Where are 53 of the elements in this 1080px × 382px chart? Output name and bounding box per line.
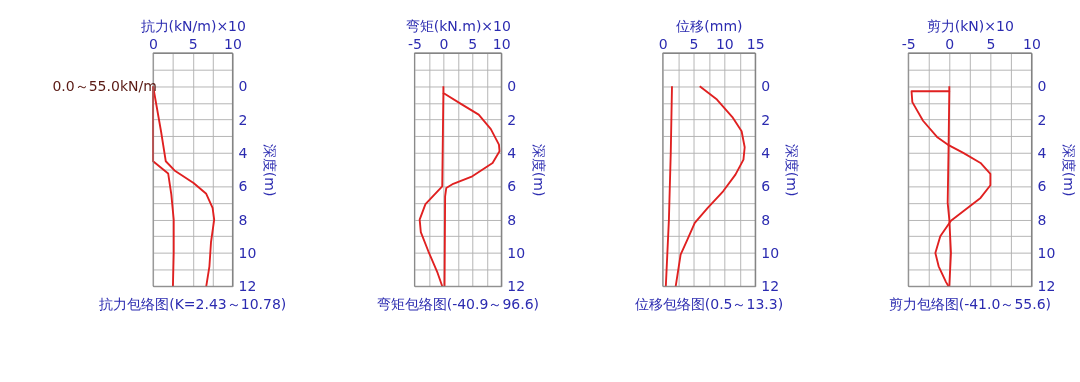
annotation: 0.0～55.0kN/m bbox=[52, 77, 157, 94]
y-axis-title: 深度(m) bbox=[530, 143, 547, 197]
y-tick-label: 0 bbox=[1037, 78, 1047, 95]
y-tick-label: 12 bbox=[761, 278, 780, 295]
y-tick-label: 2 bbox=[761, 111, 771, 128]
y-tick-label: 10 bbox=[761, 245, 780, 262]
y-tick-label: 0 bbox=[507, 78, 517, 95]
y-tick-label: 4 bbox=[1037, 145, 1047, 162]
text: 位移包络图(0.5～13.3) bbox=[634, 295, 784, 312]
y-axis-title: 深度(m) bbox=[784, 143, 801, 197]
y-tick-label: 12 bbox=[507, 278, 526, 295]
text: 抗力包络图(K=2.43～10.78) bbox=[99, 295, 287, 312]
y-tick-label: 2 bbox=[238, 111, 248, 128]
y-tick-label: 6 bbox=[507, 178, 517, 195]
y-tick-label: 6 bbox=[1037, 178, 1047, 195]
x-tick-label: 0 bbox=[658, 35, 668, 52]
y-tick-label: 10 bbox=[238, 245, 257, 262]
x-tick-label: -5 bbox=[407, 35, 422, 52]
x-axis-title: 抗力(kN/m)×10 bbox=[140, 17, 246, 34]
y-tick-label: 8 bbox=[507, 211, 517, 228]
y-tick-label: 8 bbox=[761, 211, 771, 228]
x-tick-label: 5 bbox=[188, 35, 198, 52]
y-tick-label: 10 bbox=[1037, 245, 1056, 262]
y-tick-label: 0 bbox=[761, 78, 771, 95]
x-tick-label: 5 bbox=[468, 35, 478, 52]
x-axis-title: 位移(mm) bbox=[676, 17, 743, 34]
y-tick-label: 4 bbox=[507, 145, 517, 162]
y-tick-label: 6 bbox=[761, 178, 771, 195]
x-axis-title: 剪力(kN)×10 bbox=[926, 17, 1014, 34]
y-tick-label: 0 bbox=[238, 78, 248, 95]
text: 弯矩包络图(-40.9～96.6) bbox=[376, 295, 540, 312]
y-tick-label: 4 bbox=[238, 145, 248, 162]
y-axis-title: 深度(m) bbox=[261, 143, 278, 197]
x-tick-label: 15 bbox=[746, 35, 765, 52]
y-axis-title: 深度(m) bbox=[1060, 143, 1077, 197]
y-tick-label: 12 bbox=[1037, 278, 1056, 295]
x-tick-label: 5 bbox=[986, 35, 996, 52]
x-axis-title: 弯矩(kN.m)×10 bbox=[405, 17, 511, 34]
y-tick-label: 2 bbox=[1037, 111, 1047, 128]
y-tick-label: 4 bbox=[761, 145, 771, 162]
y-tick-label: 8 bbox=[238, 211, 248, 228]
x-tick-label: 0 bbox=[945, 35, 955, 52]
x-tick-label: 10 bbox=[715, 35, 734, 52]
x-tick-label: -5 bbox=[901, 35, 916, 52]
x-tick-label: 0 bbox=[149, 35, 159, 52]
y-tick-label: 12 bbox=[238, 278, 257, 295]
text: 剪力包络图(-41.0～55.6) bbox=[888, 295, 1052, 312]
x-tick-label: 5 bbox=[689, 35, 699, 52]
y-tick-label: 10 bbox=[507, 245, 526, 262]
y-tick-label: 8 bbox=[1037, 211, 1047, 228]
x-tick-label: 0 bbox=[439, 35, 449, 52]
y-tick-label: 6 bbox=[238, 178, 248, 195]
y-tick-label: 2 bbox=[507, 111, 517, 128]
